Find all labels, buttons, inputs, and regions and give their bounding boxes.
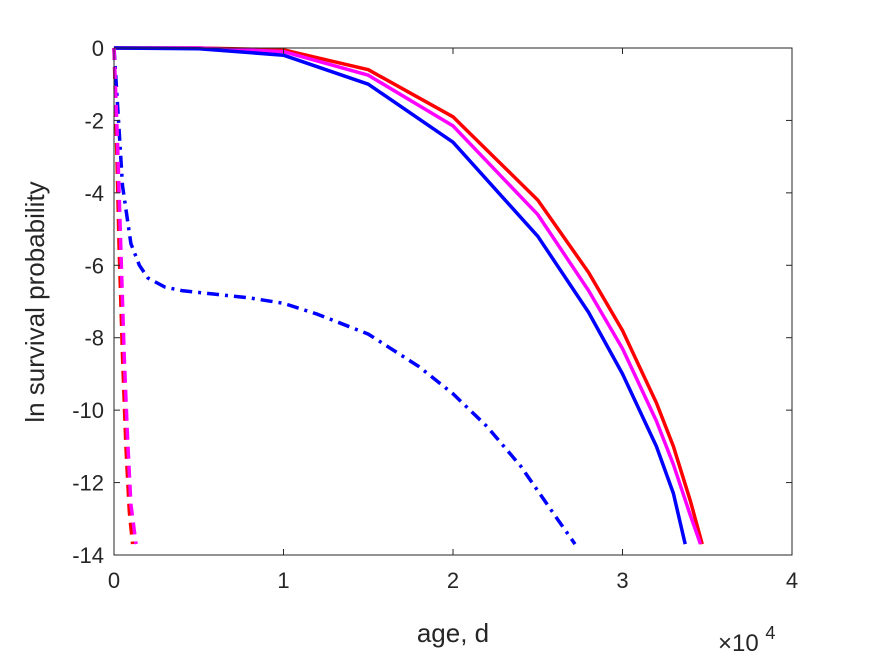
x-tick-label: 4 bbox=[786, 568, 798, 593]
y-tick-label: -8 bbox=[84, 326, 104, 351]
x-tick-label: 1 bbox=[277, 568, 289, 593]
x-multiplier: ×10 4 bbox=[718, 623, 775, 656]
x-axis-label: age, d bbox=[417, 618, 489, 648]
y-tick-label: -14 bbox=[72, 543, 104, 568]
y-tick-label: -12 bbox=[72, 471, 104, 496]
tick-layer: 0 1 2 3 4 0 -2 -4 -6 -8 -10 -12 -14 bbox=[72, 36, 798, 593]
y-tick-label: -2 bbox=[84, 108, 104, 133]
series-line-4 bbox=[112, 47, 577, 546]
x-multiplier-base: ×10 bbox=[718, 630, 759, 656]
x-tick-label: 0 bbox=[108, 568, 120, 593]
series-line-2 bbox=[114, 46, 703, 545]
series-layer bbox=[112, 46, 704, 546]
y-tick-label: 0 bbox=[92, 36, 104, 61]
x-multiplier-exponent: 4 bbox=[765, 623, 775, 643]
x-tick-label: 3 bbox=[616, 568, 628, 593]
y-tick-label: -6 bbox=[84, 253, 104, 278]
y-tick-label: -4 bbox=[84, 181, 104, 206]
x-tick-label: 2 bbox=[447, 568, 459, 593]
series-line-3 bbox=[113, 46, 687, 545]
y-axis-label: ln survival probability bbox=[20, 181, 50, 422]
plot-area bbox=[114, 48, 792, 555]
series-line-6 bbox=[112, 47, 138, 545]
y-tick-label: -10 bbox=[72, 398, 104, 423]
